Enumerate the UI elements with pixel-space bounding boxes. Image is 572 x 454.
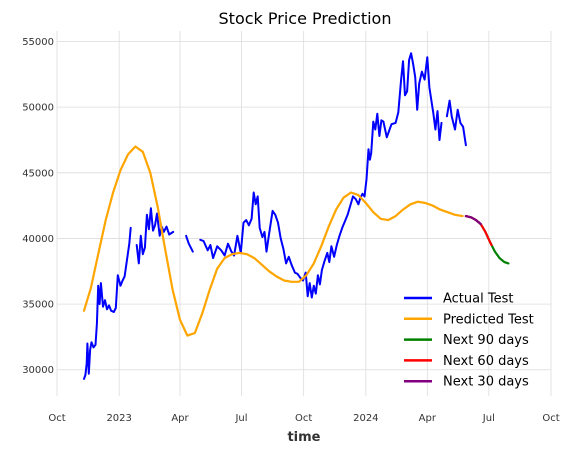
x-tick-label: 2023 <box>106 413 131 424</box>
series-line-next-90-days <box>464 215 510 265</box>
series-line-next-60-days <box>464 215 493 247</box>
x-tick-label: Jul <box>482 413 495 424</box>
chart-title: Stock Price Prediction <box>219 9 392 28</box>
legend-label: Next 60 days <box>443 354 529 369</box>
x-tick-label: Oct <box>295 413 312 424</box>
series-lines <box>82 52 510 380</box>
series-line-actual-test <box>199 52 443 299</box>
legend-label: Predicted Test <box>443 312 534 327</box>
x-tick-label: 2024 <box>353 413 378 424</box>
y-tick-label: 45000 <box>22 168 54 179</box>
legend-label: Next 30 days <box>443 375 529 390</box>
series-line-actual-test <box>445 99 467 147</box>
y-tick-label: 40000 <box>22 234 54 245</box>
legend: Actual Test Predicted Test Next 90 days Nex… <box>404 292 534 390</box>
x-axis-ticks: Oct 2023 Apr Jul Oct 2024 Apr Jul Oct <box>48 413 559 424</box>
series-line-next-30-days <box>464 215 482 226</box>
y-tick-label: 50000 <box>22 103 54 114</box>
x-tick-label: Jul <box>234 413 247 424</box>
grid <box>56 31 552 396</box>
x-tick-label: Apr <box>419 413 437 424</box>
y-tick-label: 30000 <box>22 365 54 376</box>
series-line-actual-test <box>185 234 194 253</box>
legend-label: Actual Test <box>443 292 513 307</box>
y-tick-label: 55000 <box>22 37 54 48</box>
legend-label: Next 90 days <box>443 333 529 348</box>
x-axis-title: time <box>287 430 320 445</box>
x-tick-label: Oct <box>48 413 65 424</box>
x-tick-label: Oct <box>542 413 559 424</box>
x-tick-label: Apr <box>171 413 189 424</box>
series-line-actual-test <box>135 207 175 265</box>
series-line-predicted-test <box>82 145 464 337</box>
series-line-actual-test <box>83 226 132 380</box>
y-axis-ticks: 30000 35000 40000 45000 50000 55000 <box>22 37 54 376</box>
y-tick-label: 35000 <box>22 300 54 311</box>
